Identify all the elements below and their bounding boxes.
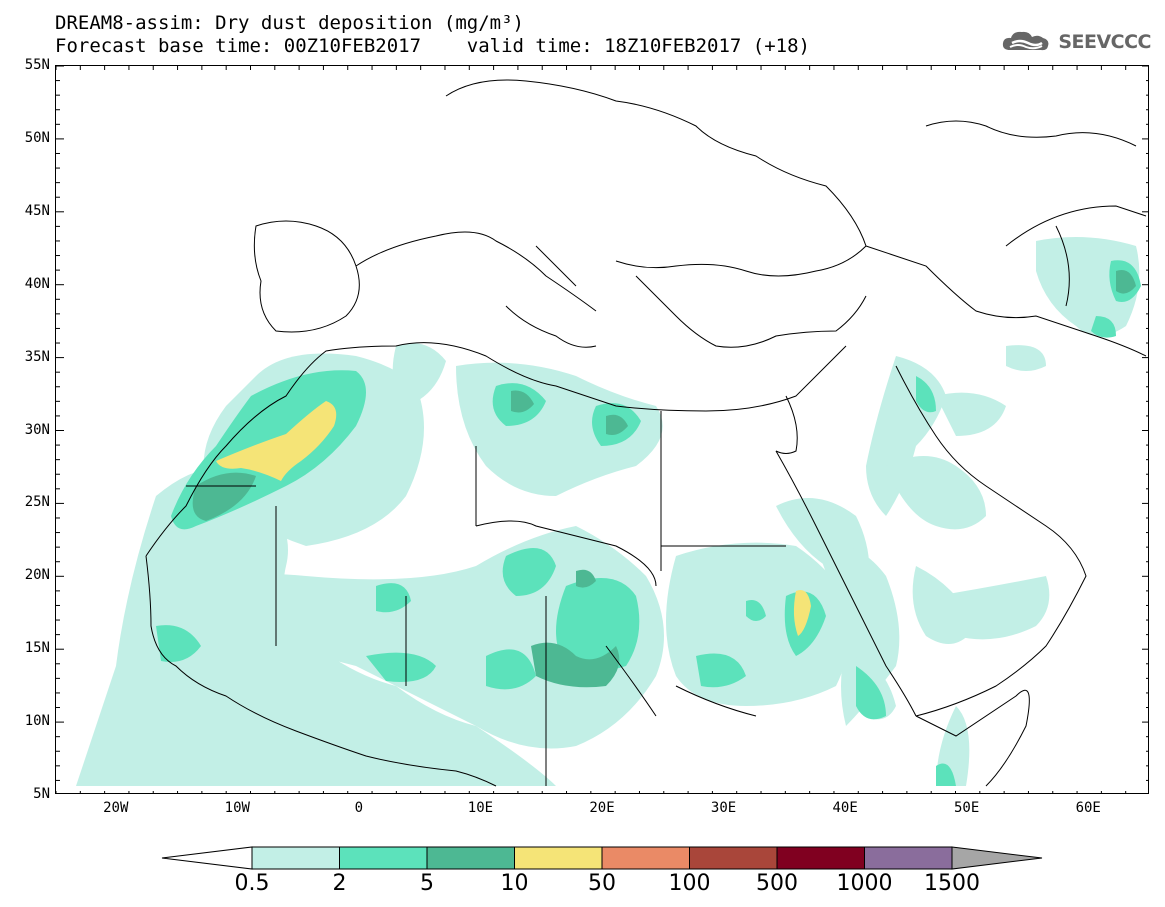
colorbar-level-label: 1500	[924, 871, 980, 896]
latitude-label: 35N	[24, 348, 50, 365]
latitude-label: 45N	[24, 202, 50, 219]
dust-level-10-50-areas	[216, 401, 811, 636]
forecast-times: Forecast base time: 00Z10FEB2017 valid t…	[55, 35, 810, 57]
colorbar-level-label: 5	[420, 871, 434, 896]
latitude-label: 30N	[24, 421, 50, 438]
colorbar-level-label: 1000	[836, 871, 893, 896]
map-graticule-ticks	[56, 66, 1148, 793]
colorbar-box	[514, 846, 603, 870]
colorbar-level-label: 100	[668, 871, 711, 896]
colorbar-above-triangle	[951, 846, 1043, 870]
dust-deposition-map	[56, 66, 1148, 793]
seevccc-logo: SEEVCCC	[1000, 28, 1151, 56]
colorbar-box	[251, 846, 340, 870]
colorbar-level-label: 10	[500, 871, 529, 896]
dust-level-5-10-areas	[192, 270, 1136, 688]
longitude-label: 10E	[467, 800, 494, 816]
map-title: DREAM8-assim: Dry dust deposition (mg/m³…	[55, 12, 524, 34]
colorbar-box	[339, 846, 428, 870]
colorbar-level-label: 500	[756, 871, 798, 896]
latitude-label: 55N	[24, 57, 50, 73]
colorbar-box	[776, 846, 865, 870]
colorbar-box	[689, 846, 778, 870]
logo-text: SEEVCCC	[1058, 31, 1151, 53]
longitude-label: 50E	[954, 800, 980, 816]
latitude-label: 50N	[24, 129, 50, 146]
dust-level-0.5-2-areas	[76, 237, 1140, 786]
colorbar-below-triangle	[161, 846, 253, 870]
colorbar-box	[426, 846, 515, 870]
longitude-label: 20E	[589, 800, 615, 816]
map-panel	[55, 65, 1149, 794]
latitude-label: 15N	[24, 640, 50, 657]
coastlines-and-borders	[145, 79, 1147, 787]
latitude-label: 40N	[24, 275, 50, 292]
colorbar-level-label: 0.5	[234, 871, 270, 896]
cloud-logo-icon	[1003, 31, 1049, 51]
longitude-label: 10W	[224, 800, 250, 816]
colorbar	[161, 846, 1043, 870]
latitude-label: 20N	[24, 567, 50, 584]
latitude-label: 5N	[33, 786, 50, 802]
longitude-label: 30E	[710, 800, 737, 816]
colorbar-level-label: 50	[588, 871, 616, 896]
longitude-label: 20W	[103, 800, 129, 816]
colorbar-box	[864, 846, 953, 870]
colorbar-level-label: 2	[332, 871, 347, 896]
latitude-label: 25N	[24, 494, 50, 511]
longitude-label: 60E	[1075, 800, 1101, 816]
longitude-label: 0	[354, 800, 364, 816]
latitude-label: 10N	[24, 713, 50, 730]
longitude-label: 40E	[832, 800, 858, 816]
colorbar-box	[601, 846, 690, 870]
